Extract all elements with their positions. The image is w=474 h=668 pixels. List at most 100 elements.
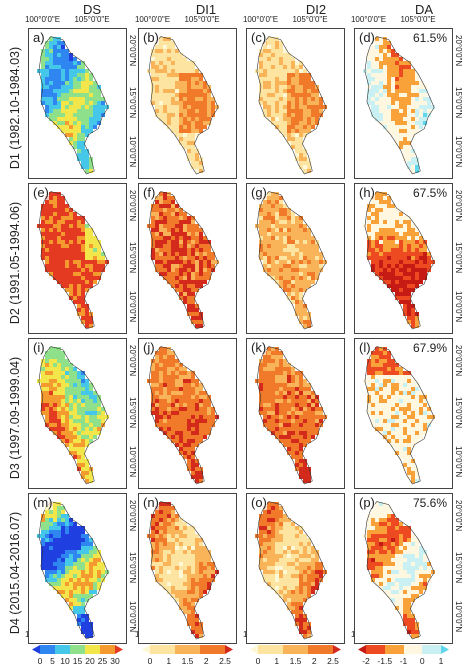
map-cell	[41, 411, 45, 415]
map-cell	[81, 614, 85, 618]
map-cell	[431, 105, 435, 109]
map-cell	[49, 81, 53, 85]
map-cell	[267, 582, 271, 586]
map-cell	[279, 359, 283, 363]
map-cell	[419, 93, 423, 97]
map-cell	[85, 169, 89, 173]
map-cell	[315, 268, 319, 272]
map-cell	[159, 93, 163, 97]
map-cell	[89, 554, 93, 558]
map-cell	[77, 236, 81, 240]
map-cell	[283, 363, 287, 367]
map-cell	[191, 264, 195, 268]
map-cell	[171, 506, 175, 510]
map-cell	[371, 228, 375, 232]
map-cell	[291, 554, 295, 558]
map-cell	[93, 395, 97, 399]
map-cell	[383, 566, 387, 570]
map-cell	[199, 85, 203, 89]
map-cell	[105, 570, 109, 574]
map-cell	[379, 208, 383, 212]
map-cell	[171, 395, 175, 399]
map-cell	[69, 137, 73, 141]
map-cell	[263, 546, 267, 550]
map-cell	[375, 97, 379, 101]
map-cell	[89, 423, 93, 427]
map-cell	[287, 292, 291, 296]
map-cell	[163, 232, 167, 236]
map-cell	[307, 244, 311, 248]
map-cell	[167, 73, 171, 77]
map-cell	[81, 590, 85, 594]
panel-label: (o)	[251, 495, 267, 510]
map-cell	[45, 526, 49, 530]
map-cell	[411, 403, 415, 407]
map-cell	[415, 125, 419, 129]
map-cell	[187, 296, 191, 300]
map-cell	[167, 419, 171, 423]
map-cell	[291, 292, 295, 296]
map-cell	[427, 562, 431, 566]
map-cell	[97, 562, 101, 566]
map-cell	[49, 57, 53, 61]
map-cell	[175, 367, 179, 371]
map-cell	[407, 256, 411, 260]
map-cell	[167, 268, 171, 272]
map-cell	[89, 558, 93, 562]
map-cell	[151, 379, 155, 383]
map-cell	[315, 256, 319, 260]
map-cell	[407, 455, 411, 459]
map-cell	[391, 129, 395, 133]
map-cell	[191, 272, 195, 276]
map-cell	[191, 224, 195, 228]
map-cell	[45, 113, 49, 117]
map-cell	[419, 252, 423, 256]
map-cell	[163, 196, 167, 200]
map-cell	[183, 236, 187, 240]
map-cell	[315, 264, 319, 268]
map-cell	[419, 272, 423, 276]
map-cell	[73, 284, 77, 288]
map-cell	[77, 276, 81, 280]
map-cell	[81, 399, 85, 403]
map-cell	[279, 69, 283, 73]
map-cell	[407, 411, 411, 415]
map-cell	[411, 232, 415, 236]
map-cell	[259, 554, 263, 558]
map-cell	[53, 431, 57, 435]
longitude-label: 100°0'0"E	[350, 15, 387, 24]
map-cell	[387, 208, 391, 212]
map-cell	[287, 125, 291, 129]
map-cell	[175, 566, 179, 570]
map-cell	[159, 427, 163, 431]
map-cell	[89, 280, 93, 284]
map-cell	[263, 53, 267, 57]
map-cell	[195, 558, 199, 562]
map-cell	[291, 411, 295, 415]
map-cell	[191, 447, 195, 451]
map-cell	[175, 570, 179, 574]
map-cell	[275, 351, 279, 355]
map-cell	[267, 37, 271, 41]
map-cell	[65, 109, 69, 113]
map-cell	[155, 530, 159, 534]
map-cell	[65, 101, 69, 105]
map-cell	[81, 320, 85, 324]
map-cell	[311, 105, 315, 109]
map-cell	[155, 113, 159, 117]
map-cell	[287, 288, 291, 292]
map-cell	[399, 447, 403, 451]
map-cell	[299, 554, 303, 558]
map-cell	[407, 97, 411, 101]
map-cell	[415, 256, 419, 260]
map-cell	[167, 582, 171, 586]
map-cell	[155, 252, 159, 256]
map-cell	[57, 435, 61, 439]
map-cell	[259, 53, 263, 57]
map-cell	[73, 423, 77, 427]
map-cell	[311, 558, 315, 562]
map-cell	[85, 73, 89, 77]
map-cell	[167, 367, 171, 371]
map-cell	[167, 208, 171, 212]
basin-map	[255, 36, 327, 175]
